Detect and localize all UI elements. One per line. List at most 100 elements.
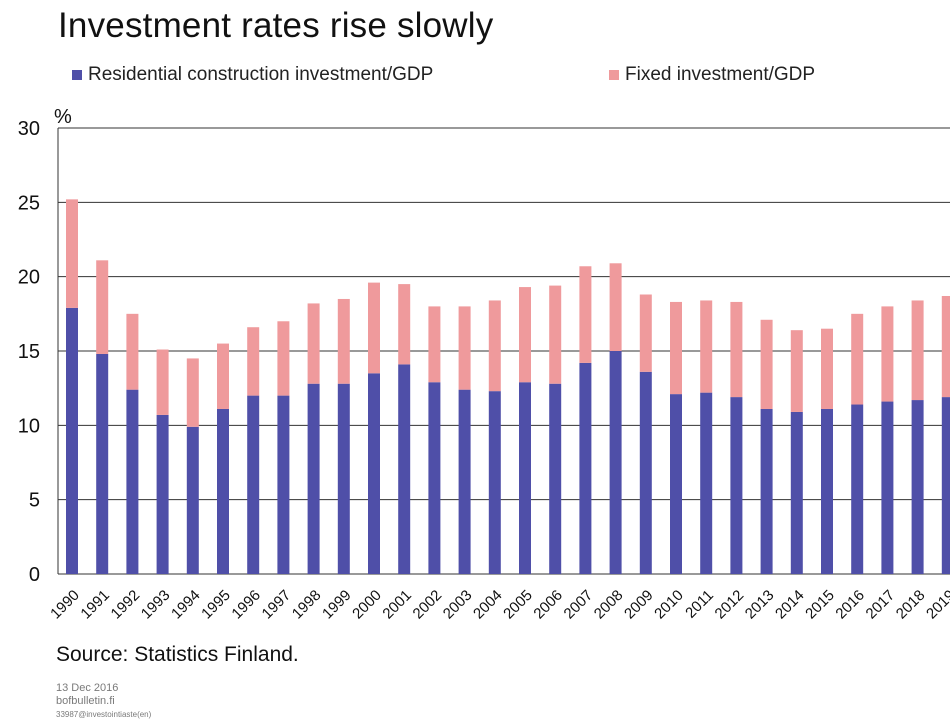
bar-residential-1993	[156, 414, 169, 574]
x-tick-label-2014: 2014	[772, 587, 808, 623]
bar-residential-1994	[186, 426, 199, 574]
x-tick-label-1995: 1995	[198, 587, 234, 623]
x-tick-label-2015: 2015	[802, 587, 838, 623]
legend-swatch-fixed	[609, 70, 619, 80]
bar-residential-2013	[760, 408, 773, 574]
x-tick-label-2008: 2008	[591, 587, 627, 623]
x-tick-label-1992: 1992	[108, 587, 144, 623]
bar-residential-1991	[96, 353, 109, 574]
x-tick-label-2002: 2002	[410, 587, 446, 623]
x-tick-label-1991: 1991	[77, 587, 113, 623]
bar-residential-2012	[730, 397, 743, 574]
bar-residential-2001	[398, 364, 411, 574]
x-tick-label-1994: 1994	[168, 587, 204, 623]
y-tick-label-15: 15	[18, 341, 40, 363]
bar-fixed-1998	[307, 303, 320, 384]
footer: 13 Dec 2016 bofbulletin.fi 33987@investo…	[56, 682, 151, 721]
bar-fixed-2007	[579, 266, 592, 363]
bar-fixed-2017	[881, 306, 894, 402]
footer-site: bofbulletin.fi	[56, 695, 115, 707]
bar-residential-2017	[881, 401, 894, 574]
x-tick-label-2019: 2019	[923, 587, 950, 623]
source-note: Source: Statistics Finland.	[56, 643, 299, 666]
bar-fixed-1999	[337, 298, 350, 384]
stacked-bar-chart: 051015202530%199019911992199319941995199…	[18, 106, 950, 623]
bar-residential-1990	[66, 307, 78, 574]
bar-fixed-1992	[126, 313, 139, 390]
footer-date: 13 Dec 2016	[56, 682, 119, 694]
bar-fixed-2001	[398, 284, 411, 365]
legend-label-fixed: Fixed investment/GDP	[625, 64, 816, 85]
bar-residential-2011	[700, 392, 713, 574]
bar-residential-2003	[458, 389, 471, 574]
bar-residential-1997	[277, 395, 290, 574]
bar-fixed-1991	[96, 260, 109, 354]
bar-fixed-1994	[186, 358, 199, 427]
y-tick-label-30: 30	[18, 118, 40, 140]
bar-residential-2005	[519, 382, 531, 574]
bar-fixed-1996	[247, 327, 260, 396]
legend-swatch-residential	[72, 70, 82, 80]
bar-fixed-2004	[488, 300, 501, 392]
y-axis-label: %	[54, 106, 72, 128]
bar-residential-2008	[609, 351, 622, 574]
x-tick-label-2017: 2017	[863, 587, 899, 623]
x-tick-label-1998: 1998	[289, 587, 325, 623]
bar-fixed-2012	[730, 301, 743, 398]
x-tick-label-2016: 2016	[832, 587, 868, 623]
x-tick-label-2012: 2012	[712, 587, 748, 623]
bar-fixed-2016	[851, 313, 864, 405]
bar-fixed-2009	[639, 294, 652, 372]
x-tick-label-2006: 2006	[530, 587, 566, 623]
bar-residential-2007	[579, 362, 592, 574]
bar-fixed-2013	[760, 319, 773, 409]
bar-residential-2019	[941, 397, 950, 574]
x-tick-label-2009: 2009	[621, 587, 657, 623]
bar-fixed-1993	[156, 349, 169, 415]
bar-fixed-2002	[428, 306, 441, 383]
bar-fixed-2011	[700, 300, 713, 393]
legend-item-residential: Residential construction investment/GDP	[72, 64, 433, 86]
x-tick-label-1990: 1990	[47, 587, 83, 623]
bar-fixed-1997	[277, 321, 290, 396]
bar-residential-2015	[821, 408, 833, 574]
x-tick-label-2007: 2007	[561, 587, 597, 623]
bar-fixed-2008	[609, 263, 622, 351]
bar-residential-1999	[337, 383, 350, 574]
bar-residential-2010	[670, 394, 682, 574]
bar-residential-2018	[911, 400, 924, 574]
bar-residential-2006	[549, 383, 562, 574]
x-tick-label-2003: 2003	[440, 587, 476, 623]
legend-item-fixed: Fixed investment/GDP	[609, 64, 815, 86]
x-tick-label-1996: 1996	[228, 587, 264, 623]
bar-residential-2004	[488, 391, 501, 574]
bar-residential-1998	[307, 383, 320, 574]
x-tick-label-2000: 2000	[349, 587, 385, 623]
bar-residential-2016	[851, 404, 864, 574]
x-tick-label-2004: 2004	[470, 587, 506, 623]
x-tick-label-1997: 1997	[259, 587, 295, 623]
x-tick-label-1999: 1999	[319, 587, 355, 623]
bar-fixed-2000	[368, 282, 380, 374]
y-tick-label-5: 5	[29, 490, 40, 512]
bar-residential-1996	[247, 395, 260, 574]
bar-residential-1995	[217, 408, 229, 574]
x-tick-label-2013: 2013	[742, 587, 778, 623]
bar-fixed-2019	[941, 295, 950, 398]
legend-label-residential: Residential construction investment/GDP	[88, 64, 434, 85]
x-tick-label-2001: 2001	[379, 587, 415, 623]
x-tick-label-2018: 2018	[893, 587, 929, 623]
x-tick-label-2005: 2005	[500, 587, 536, 623]
bar-fixed-1990	[66, 199, 78, 308]
bar-residential-2014	[790, 411, 803, 574]
bar-residential-1992	[126, 389, 139, 574]
bar-residential-2002	[428, 382, 441, 574]
bar-residential-2000	[368, 373, 380, 574]
chart-title: Investment rates rise slowly	[58, 6, 494, 45]
y-tick-label-20: 20	[18, 267, 40, 289]
bar-fixed-1995	[217, 343, 229, 409]
bar-fixed-2018	[911, 300, 924, 401]
bar-fixed-2014	[790, 330, 803, 412]
bar-fixed-2005	[519, 287, 531, 383]
y-tick-label-10: 10	[18, 415, 40, 437]
